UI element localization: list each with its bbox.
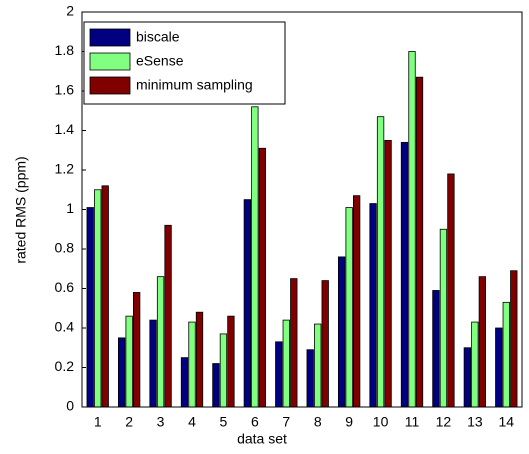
y-tick-label: 0.6	[55, 279, 75, 295]
bar	[86, 207, 94, 408]
x-tick-label: 14	[498, 414, 514, 430]
y-tick-label: 1.2	[55, 161, 75, 177]
bar	[258, 147, 267, 408]
x-tick-label: 12	[436, 414, 452, 430]
bar	[290, 278, 298, 408]
x-tick-label: 13	[467, 414, 483, 430]
bar	[132, 292, 141, 408]
bar	[195, 311, 204, 408]
bar	[314, 323, 322, 408]
bar	[463, 347, 472, 408]
bar	[376, 116, 385, 408]
bar	[180, 357, 189, 408]
legend-label: eSense	[136, 53, 184, 69]
bar	[125, 315, 133, 408]
x-tick-label: 4	[188, 414, 196, 430]
bar	[188, 321, 196, 408]
bar	[117, 337, 126, 408]
bar	[164, 224, 172, 408]
legend-swatch	[89, 52, 131, 71]
legend-label: biscale	[136, 29, 180, 45]
x-tick-label: 11	[405, 414, 420, 430]
bar	[212, 363, 220, 408]
y-tick-label: 1.4	[55, 121, 75, 137]
plot-frame	[81, 11, 523, 408]
x-tick-label: 2	[125, 414, 133, 430]
bar	[502, 301, 510, 408]
y-axis-label: rated RMS (ppm)	[13, 156, 29, 263]
bar	[149, 319, 157, 408]
legend-swatch	[89, 28, 131, 47]
y-tick-label: 0.2	[55, 358, 75, 374]
x-tick-label: 8	[314, 414, 322, 430]
bar	[384, 139, 392, 408]
x-axis-label: data set	[237, 431, 287, 447]
x-tick-label: 7	[282, 414, 290, 430]
y-tick-label: 0.8	[55, 240, 75, 256]
bar	[321, 280, 329, 408]
x-tick-label: 10	[373, 414, 389, 430]
bar	[101, 185, 109, 408]
bar	[510, 270, 518, 408]
bar	[352, 195, 361, 408]
bar	[251, 106, 259, 408]
y-tick-label: 2	[66, 3, 74, 19]
bar	[478, 276, 487, 408]
y-tick-label: 1.6	[55, 82, 75, 98]
legend-swatch	[89, 76, 131, 95]
bar	[227, 315, 235, 408]
bar	[432, 290, 440, 408]
bar	[306, 349, 314, 408]
bar	[243, 199, 252, 408]
bar	[282, 319, 290, 408]
bar	[400, 141, 409, 408]
bar	[439, 228, 448, 408]
y-tick-label: 0	[66, 398, 74, 414]
bar	[94, 189, 102, 408]
y-tick-label: 1.8	[55, 42, 75, 58]
bar	[275, 341, 283, 408]
bar	[447, 173, 455, 408]
x-tick-label: 5	[220, 414, 228, 430]
legend-label: minimum sampling	[136, 77, 253, 93]
x-tick-label: 6	[251, 414, 259, 430]
bar	[415, 76, 424, 408]
y-tick-label: 0.4	[55, 319, 75, 335]
bar	[408, 51, 416, 408]
bar	[495, 327, 503, 408]
x-tick-label: 1	[94, 414, 102, 430]
bar	[219, 333, 228, 408]
bar	[337, 256, 346, 408]
bar	[471, 321, 479, 408]
y-tick-label: 1	[66, 200, 74, 216]
bar	[369, 203, 377, 408]
bar	[156, 276, 165, 408]
x-tick-label: 9	[345, 414, 353, 430]
bar	[345, 207, 353, 408]
x-tick-label: 3	[157, 414, 165, 430]
